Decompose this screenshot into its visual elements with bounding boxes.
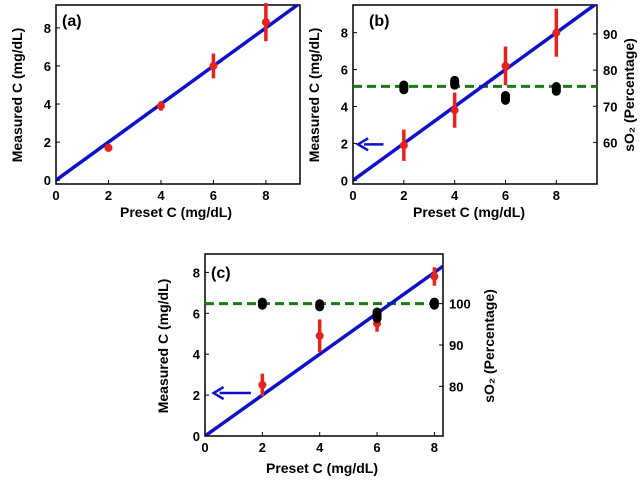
x-tick-label: 6 (210, 188, 217, 203)
y2-tick-labels: 80 90 100 (439, 297, 471, 394)
x-tick-label: 2 (259, 440, 266, 455)
y2-axis-label: sO₂ (Percentage) (621, 38, 637, 152)
x-tick-label: 0 (349, 188, 356, 203)
x-tick-label: 4 (157, 188, 165, 203)
y2-tick-label: 100 (449, 297, 471, 312)
fit-line (56, 5, 300, 182)
x-tick-label: 0 (201, 440, 208, 455)
y-tick-label: 6 (193, 306, 200, 321)
x-tick-label: 8 (431, 440, 438, 455)
y-axis-label: Measured C (mg/dL) (9, 28, 25, 163)
y-tick-label: 8 (341, 26, 348, 41)
x-axis-label: Preset C (mg/dL) (413, 204, 525, 220)
measured-point (258, 380, 267, 389)
y-axis-label: Measured C (mg/dL) (155, 279, 171, 414)
y2-tick-label: 90 (449, 338, 463, 353)
y-tick-labels: 0 2 4 6 8 (341, 26, 357, 188)
y-tick-label: 0 (193, 429, 200, 444)
panel-a: 0 2 4 6 8 0 2 4 6 8 (a) Preset C (mg/dL) Measure… (9, 3, 301, 220)
y-tick-label: 0 (341, 173, 348, 188)
panel-label: (c) (211, 265, 231, 282)
x-tick-label: 2 (105, 188, 112, 203)
y-tick-label: 2 (193, 388, 200, 403)
so2-point (429, 297, 439, 310)
y-tick-label: 6 (44, 59, 51, 74)
x-tick-label: 4 (316, 440, 324, 455)
measured-point (552, 28, 561, 37)
x-tick-label: 2 (400, 188, 407, 203)
x-axis-label: Preset C (mg/dL) (266, 460, 378, 476)
data-marks (205, 264, 443, 436)
axis-arrow-head (211, 385, 225, 401)
x-tick-label: 6 (502, 188, 509, 203)
y2-tick-labels: 60 70 80 90 (593, 27, 617, 150)
plot-frame (55, 4, 301, 185)
x-tick-label: 6 (373, 440, 380, 455)
y2-tick-label: 80 (449, 379, 463, 394)
y-tick-label: 8 (44, 21, 51, 36)
y-tick-label: 4 (341, 99, 349, 114)
so2-point (315, 299, 325, 312)
y2-tick-label: 80 (603, 63, 617, 78)
measured-point (399, 141, 408, 150)
plot-frame (352, 4, 598, 185)
y-tick-label: 8 (193, 265, 200, 280)
panel-c: 0 2 4 6 8 0 2 4 6 8 80 90 100 (c) Preset C (mg/dL)… (155, 253, 497, 476)
x-axis-label: Preset C (mg/dL) (120, 204, 232, 220)
panel-b: 0 2 4 6 8 0 2 4 6 8 60 70 80 90 (b) Preset C (mg/dL… (306, 4, 637, 220)
x-tick-label: 4 (451, 188, 459, 203)
so2-point (372, 307, 382, 323)
so2-point (257, 297, 267, 310)
y-tick-label: 2 (44, 135, 51, 150)
so2-point (450, 75, 460, 90)
x-tick-labels: 0 2 4 6 8 (349, 180, 560, 203)
measured-point (156, 101, 165, 110)
y-tick-labels: 0 2 4 6 8 (193, 265, 209, 444)
measured-point (261, 18, 270, 27)
so2-point (501, 91, 510, 105)
x-tick-label: 8 (262, 188, 269, 203)
measured-point (315, 331, 324, 340)
fit-line (205, 264, 443, 436)
y-tick-labels: 0 2 4 6 8 (44, 21, 60, 188)
measured-point (450, 106, 459, 115)
y-tick-label: 0 (44, 173, 51, 188)
data-marks (56, 3, 300, 182)
x-tick-label: 0 (52, 188, 59, 203)
measured-point (209, 61, 218, 70)
y2-tick-label: 60 (603, 135, 617, 150)
data-marks (353, 5, 597, 182)
measured-point (430, 272, 439, 281)
y-tick-label: 4 (44, 97, 52, 112)
x-tick-label: 8 (553, 188, 560, 203)
x-tick-labels: 0 2 4 6 8 (201, 432, 438, 455)
y2-axis-label: sO₂ (Percentage) (481, 289, 497, 403)
measured-point (501, 61, 510, 70)
panel-label: (a) (62, 13, 82, 30)
y-axis-label: Measured C (mg/dL) (306, 28, 322, 163)
y-tick-label: 4 (193, 347, 201, 362)
y2-tick-label: 90 (603, 27, 617, 42)
x-tick-labels: 0 2 4 6 8 (52, 180, 270, 203)
so2-point (551, 82, 561, 96)
panel-label: (b) (369, 13, 389, 30)
y-tick-label: 2 (341, 136, 348, 151)
axis-arrow-head (355, 137, 369, 152)
measured-point (104, 143, 113, 152)
so2-point (399, 80, 409, 95)
y2-tick-label: 70 (603, 99, 617, 114)
y-tick-label: 6 (341, 63, 348, 78)
